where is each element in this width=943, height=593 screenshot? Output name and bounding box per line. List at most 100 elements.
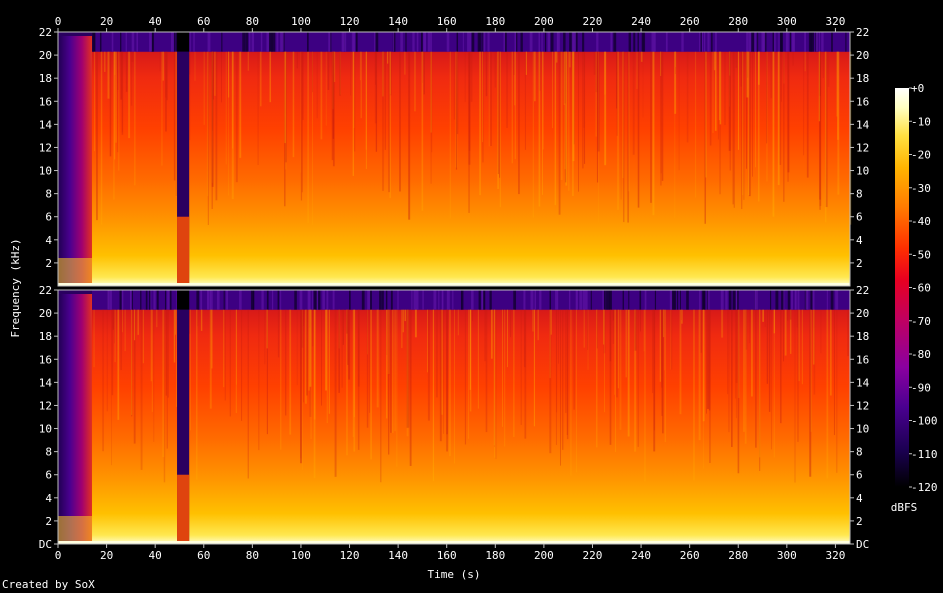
spectral-streak xyxy=(533,309,536,427)
noise-streak xyxy=(169,290,172,310)
y-tick-label-right: DC xyxy=(856,538,869,551)
spectral-streak xyxy=(125,51,128,92)
y-tick-label-right: 2 xyxy=(856,257,863,270)
spectral-streak xyxy=(650,51,652,203)
spectral-streak xyxy=(560,51,563,181)
spectral-streak xyxy=(743,51,745,200)
noise-streak xyxy=(266,290,269,310)
spectral-streak xyxy=(796,309,798,328)
spectral-streak xyxy=(334,309,337,477)
spectral-streak xyxy=(612,309,615,344)
spectral-streak xyxy=(537,309,539,341)
spectral-streak xyxy=(331,51,334,161)
spectral-streak xyxy=(766,309,769,384)
spectral-streak xyxy=(167,309,169,398)
spectral-energy-overlay xyxy=(92,32,850,286)
noise-streak xyxy=(433,290,437,310)
spectral-streak xyxy=(339,51,341,95)
spectral-streak xyxy=(117,309,120,420)
y-tick-label-left: 6 xyxy=(45,211,52,224)
spectral-streak xyxy=(663,309,665,338)
spectral-streak xyxy=(698,309,701,441)
spectral-streak xyxy=(623,51,625,223)
noise-streak xyxy=(523,290,526,310)
noise-streak xyxy=(728,290,732,310)
spectral-streak xyxy=(755,309,757,448)
x-tick-label-bottom: 280 xyxy=(728,549,748,562)
spectral-streak xyxy=(404,51,406,75)
x-tick-label-top: 140 xyxy=(388,15,408,28)
intro-silence-region xyxy=(58,36,93,286)
x-tick-label-top: 40 xyxy=(149,15,162,28)
spectral-streak xyxy=(313,309,316,420)
noise-streak xyxy=(379,290,382,310)
y-tick-label-left: 16 xyxy=(39,353,52,366)
spectral-streak xyxy=(490,51,492,147)
panel-frame xyxy=(57,289,851,545)
spectral-streak xyxy=(468,51,470,213)
spectral-streak xyxy=(365,51,367,169)
spectral-streak xyxy=(488,51,490,147)
noise-streak xyxy=(568,290,571,310)
noise-streak xyxy=(207,32,211,52)
noise-streak xyxy=(109,290,112,310)
spectral-streak xyxy=(819,51,821,200)
spectral-streak xyxy=(773,309,776,334)
y-tick-label-left: DC xyxy=(39,538,52,551)
spectral-streak xyxy=(370,309,372,460)
noise-streak xyxy=(651,32,655,52)
colorbar-tick-label: -10 xyxy=(911,115,931,128)
noise-streak xyxy=(484,290,486,310)
spectral-streak xyxy=(704,51,706,224)
y-tick-label-left: 20 xyxy=(39,307,52,320)
spectral-streak xyxy=(338,309,340,393)
spectral-streak xyxy=(773,309,775,458)
noise-streak xyxy=(196,290,200,310)
spectral-streak xyxy=(223,309,225,388)
noise-streak xyxy=(483,290,485,310)
noise-streak xyxy=(381,290,384,310)
spectral-streak xyxy=(264,309,266,365)
spectral-streak xyxy=(653,309,656,452)
spectral-streak xyxy=(660,51,662,186)
spectral-streak xyxy=(353,309,355,418)
noise-streak xyxy=(261,290,264,310)
y-tick-label-left: 22 xyxy=(39,284,52,297)
spectral-streak xyxy=(485,51,488,97)
spectral-streak xyxy=(389,51,391,95)
y-tick-label-right: 6 xyxy=(856,211,863,224)
spectral-streak xyxy=(380,309,382,483)
spectral-streak xyxy=(423,51,425,95)
x-tick-label-top: 300 xyxy=(777,15,797,28)
noise-streak xyxy=(815,32,819,52)
noise-streak xyxy=(569,32,572,52)
y-tick-label-left: 12 xyxy=(39,399,52,412)
spectral-streak xyxy=(674,51,677,114)
noise-streak xyxy=(549,290,552,310)
noise-streak xyxy=(538,32,540,52)
spectral-streak xyxy=(609,309,612,445)
spectral-streak xyxy=(225,51,227,165)
y-tick-label-left: 6 xyxy=(45,469,52,482)
spectral-streak xyxy=(305,309,307,404)
spectral-streak xyxy=(453,51,456,120)
noise-streak xyxy=(326,290,329,310)
spectral-streak xyxy=(93,309,95,368)
noise-streak xyxy=(120,32,122,52)
noise-streak xyxy=(469,32,472,52)
noise-streak xyxy=(149,290,151,310)
spectral-streak xyxy=(829,309,832,396)
noise-streak xyxy=(210,290,213,310)
spectral-streak xyxy=(326,309,328,424)
noise-streak xyxy=(272,32,276,52)
noise-streak xyxy=(131,290,133,310)
spectral-streak xyxy=(595,51,597,137)
spectral-streak xyxy=(810,309,812,432)
spectral-streak xyxy=(117,51,119,153)
x-tick-label-top: 320 xyxy=(825,15,845,28)
spectral-streak xyxy=(518,51,520,195)
spectral-streak xyxy=(342,309,344,345)
noise-streak xyxy=(642,32,646,52)
spectral-streak xyxy=(346,309,348,334)
spectral-streak xyxy=(131,309,133,417)
